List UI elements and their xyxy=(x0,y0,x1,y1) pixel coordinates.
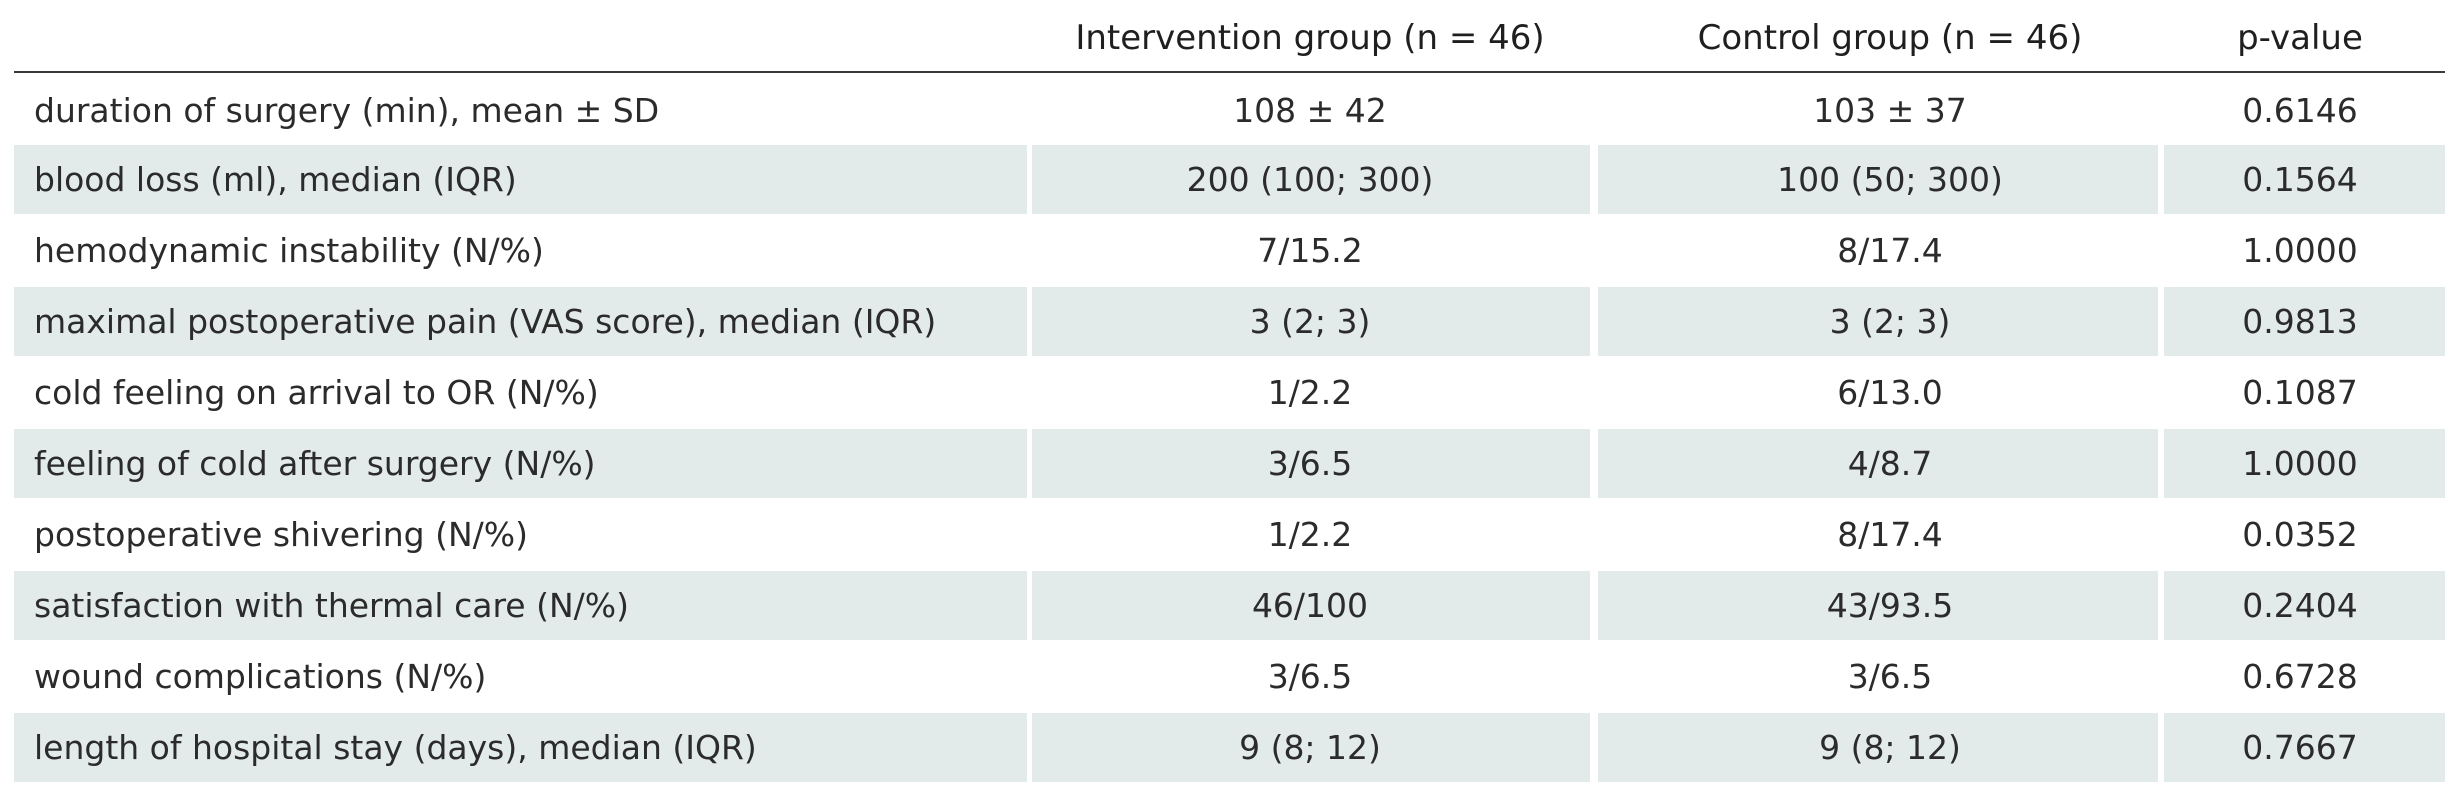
row-shading xyxy=(14,287,1027,356)
table-row: hemodynamic instability (N/%) 7/15.2 8/1… xyxy=(0,216,2457,285)
row-shading xyxy=(1598,713,2158,782)
p-value: 0.6728 xyxy=(2242,657,2358,696)
row-shading xyxy=(2164,287,2445,356)
row-shading xyxy=(1598,145,2158,214)
row-label: cold feeling on arrival to OR (N/%) xyxy=(34,373,599,412)
p-value: 1.0000 xyxy=(2242,444,2358,483)
intervention-value: 1/2.2 xyxy=(1267,373,1353,412)
row-shading xyxy=(1032,713,1590,782)
intervention-value: 108 ± 42 xyxy=(1233,91,1387,130)
control-value: 8/17.4 xyxy=(1837,515,1943,554)
p-value: 0.1564 xyxy=(2242,160,2358,199)
row-shading xyxy=(14,145,1027,214)
row-shading xyxy=(1598,571,2158,640)
table-row: wound complications (N/%) 3/6.5 3/6.5 0.… xyxy=(0,642,2457,711)
row-shading xyxy=(2164,713,2445,782)
intervention-value: 200 (100; 300) xyxy=(1186,160,1434,199)
control-value: 103 ± 37 xyxy=(1813,91,1967,130)
row-label: length of hospital stay (days), median (… xyxy=(34,728,757,767)
intervention-value: 7/15.2 xyxy=(1257,231,1363,270)
table-row: length of hospital stay (days), median (… xyxy=(0,713,2457,782)
p-value: 0.6146 xyxy=(2242,91,2358,130)
p-value: 0.2404 xyxy=(2242,586,2358,625)
intervention-value: 1/2.2 xyxy=(1267,515,1353,554)
p-value: 0.1087 xyxy=(2242,373,2358,412)
table-row: cold feeling on arrival to OR (N/%) 1/2.… xyxy=(0,358,2457,427)
row-label: duration of surgery (min), mean ± SD xyxy=(34,91,660,130)
p-value: 0.0352 xyxy=(2242,515,2358,554)
header-p-value: p-value xyxy=(2237,18,2363,58)
control-value: 100 (50; 300) xyxy=(1777,160,2003,199)
table-row: blood loss (ml), median (IQR) 200 (100; … xyxy=(0,145,2457,214)
table-row: duration of surgery (min), mean ± SD 108… xyxy=(0,76,2457,145)
control-value: 8/17.4 xyxy=(1837,231,1943,270)
row-label: wound complications (N/%) xyxy=(34,657,487,696)
row-shading xyxy=(1032,429,1590,498)
row-label: maximal postoperative pain (VAS score), … xyxy=(34,302,937,341)
intervention-value: 9 (8; 12) xyxy=(1239,728,1381,767)
header-rule xyxy=(14,71,2445,73)
table-row: feeling of cold after surgery (N/%) 3/6.… xyxy=(0,429,2457,498)
row-shading xyxy=(2164,145,2445,214)
p-value: 0.7667 xyxy=(2242,728,2358,767)
control-value: 6/13.0 xyxy=(1837,373,1943,412)
row-label: blood loss (ml), median (IQR) xyxy=(34,160,517,199)
row-shading xyxy=(1032,571,1590,640)
intervention-value: 3/6.5 xyxy=(1267,657,1353,696)
row-label: postoperative shivering (N/%) xyxy=(34,515,529,554)
header-control-group: Control group (n = 46) xyxy=(1697,18,2083,58)
control-value: 3/6.5 xyxy=(1847,657,1933,696)
p-value: 1.0000 xyxy=(2242,231,2358,270)
control-value: 3 (2; 3) xyxy=(1829,302,1951,341)
row-shading xyxy=(14,571,1027,640)
p-value: 0.9813 xyxy=(2242,302,2358,341)
table-row: maximal postoperative pain (VAS score), … xyxy=(0,287,2457,356)
header-intervention-group: Intervention group (n = 46) xyxy=(1075,18,1545,58)
control-value: 43/93.5 xyxy=(1826,586,1954,625)
row-shading xyxy=(1598,287,2158,356)
row-shading xyxy=(1598,429,2158,498)
control-value: 4/8.7 xyxy=(1847,444,1933,483)
row-shading xyxy=(2164,571,2445,640)
row-label: hemodynamic instability (N/%) xyxy=(34,231,544,270)
table-row: satisfaction with thermal care (N/%) 46/… xyxy=(0,571,2457,640)
table-header: Intervention group (n = 46) Control grou… xyxy=(0,0,2457,72)
row-label: satisfaction with thermal care (N/%) xyxy=(34,586,629,625)
row-shading xyxy=(14,429,1027,498)
row-shading xyxy=(1032,287,1590,356)
intervention-value: 3/6.5 xyxy=(1267,444,1353,483)
row-shading xyxy=(14,713,1027,782)
intervention-value: 3 (2; 3) xyxy=(1249,302,1371,341)
row-label: feeling of cold after surgery (N/%) xyxy=(34,444,596,483)
row-shading xyxy=(2164,429,2445,498)
control-value: 9 (8; 12) xyxy=(1819,728,1961,767)
intervention-value: 46/100 xyxy=(1251,586,1369,625)
row-shading xyxy=(1032,145,1590,214)
table-row: postoperative shivering (N/%) 1/2.2 8/17… xyxy=(0,500,2457,569)
